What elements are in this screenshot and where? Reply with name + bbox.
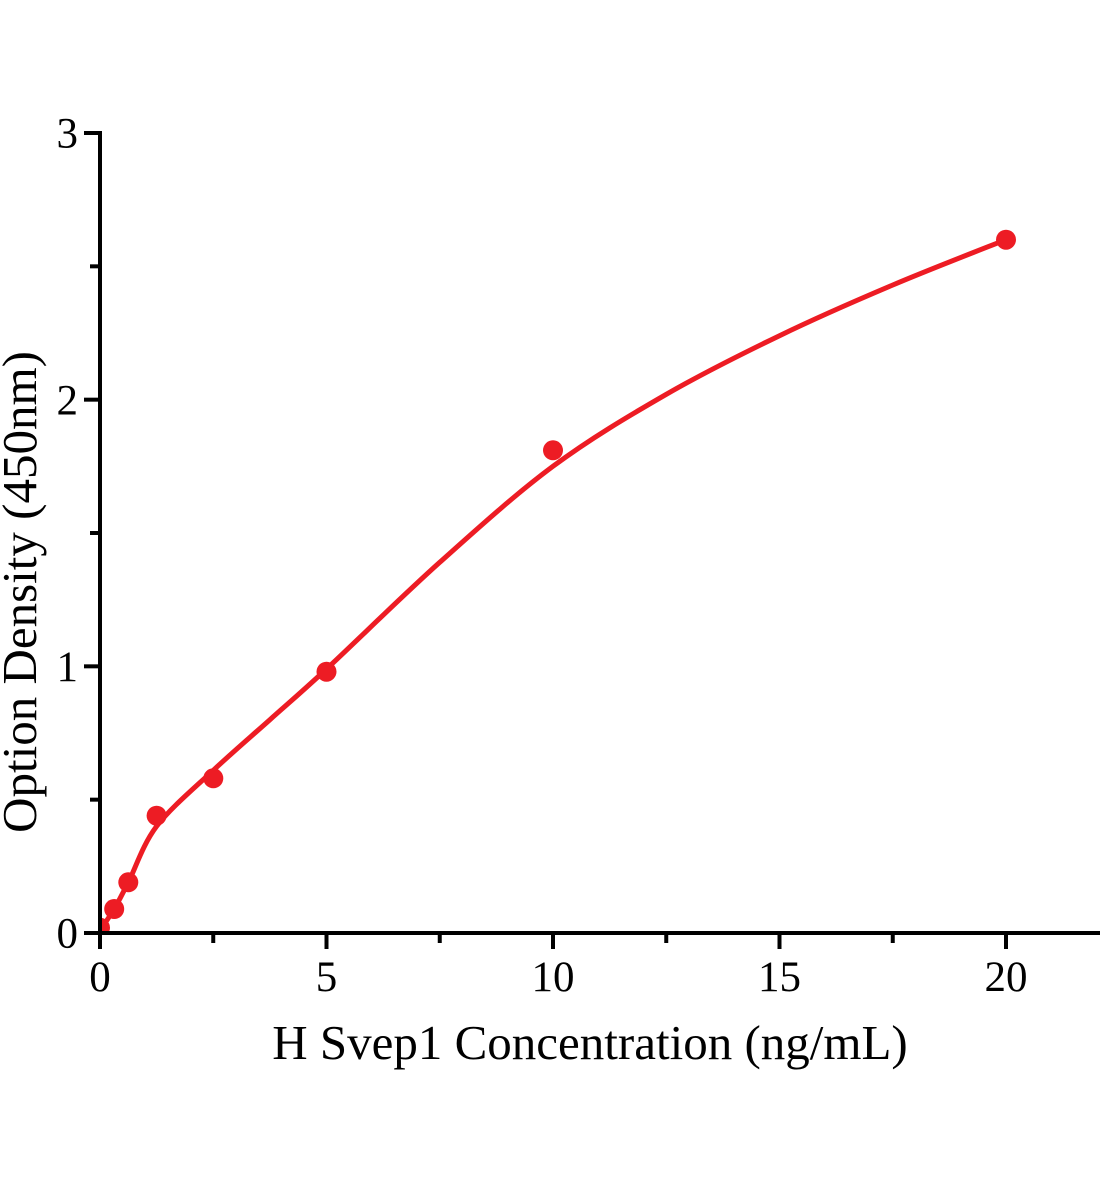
tick-layer: 0 5 10 15 20 0 1 2 3 [57, 111, 1028, 1001]
y-axis-title: Option Density (450nm) [0, 351, 47, 833]
y-tick-label: 1 [57, 644, 79, 691]
data-point [203, 768, 224, 789]
x-axis-title: H Svep1 Concentration (ng/mL) [272, 1015, 908, 1070]
y-tick-label: 3 [57, 111, 79, 158]
x-tick-label: 5 [316, 954, 338, 1001]
data-point [104, 899, 125, 919]
y-tick-label: 0 [57, 911, 79, 958]
x-tick-label: 20 [985, 954, 1028, 1001]
data-point [146, 805, 167, 826]
data-point [118, 872, 139, 893]
x-tick-label: 15 [758, 954, 801, 1001]
x-tick-label: 0 [89, 954, 111, 1001]
x-tick-label: 10 [532, 954, 575, 1001]
series-layer [101, 229, 1016, 933]
data-point [101, 917, 110, 933]
y-tick-label: 2 [57, 377, 79, 424]
data-point [543, 440, 563, 461]
data-point [316, 661, 337, 682]
data-point [996, 229, 1016, 250]
fit-curve-line [101, 237, 1009, 933]
